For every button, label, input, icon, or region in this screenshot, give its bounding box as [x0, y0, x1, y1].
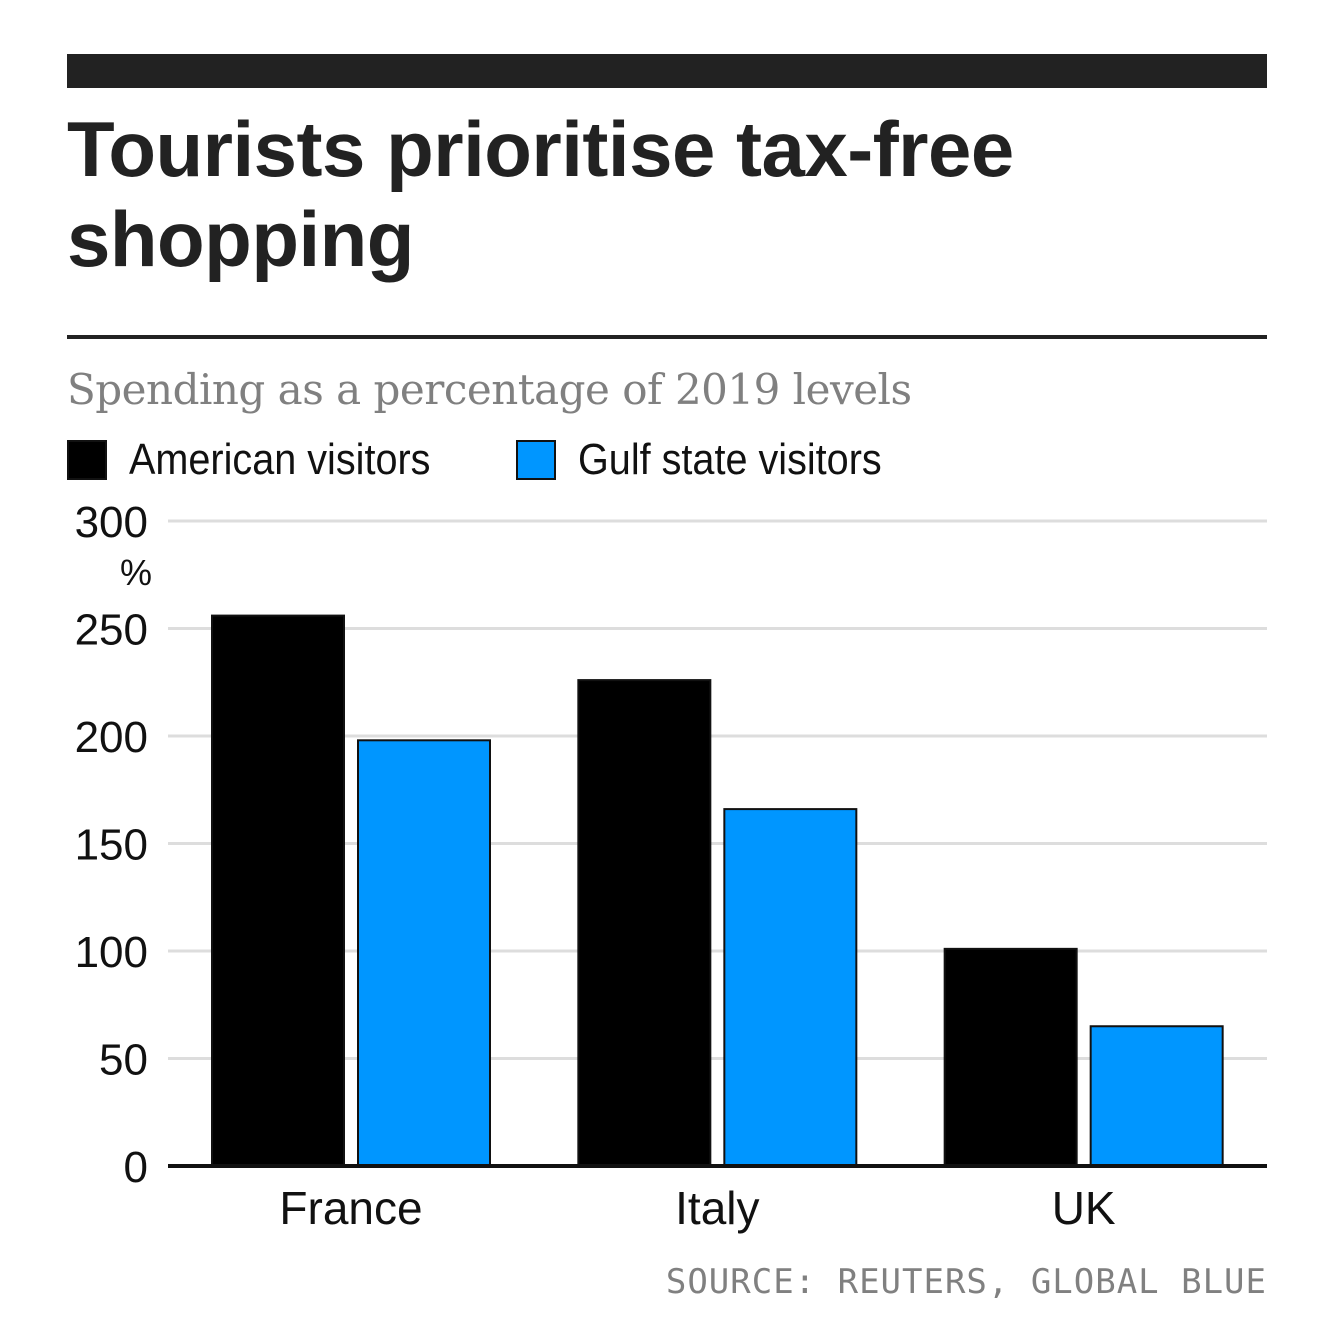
y-tick-label: 250	[75, 606, 148, 655]
bar-american-uk	[943, 947, 1078, 1167]
chart-subtitle: Spending as a percentage of 2019 levels	[67, 365, 912, 414]
bar-gulf-uk	[1089, 1025, 1224, 1167]
legend-item-gulf: Gulf state visitors	[515, 435, 915, 485]
title-rule	[67, 335, 1267, 339]
bar-american-italy	[577, 679, 712, 1167]
header-bar	[67, 54, 1267, 88]
y-unit-label: %	[120, 552, 152, 593]
bar-gulf-italy	[723, 808, 858, 1167]
x-tick-label: UK	[1052, 1182, 1116, 1234]
y-tick-label: 300	[75, 498, 148, 547]
legend: American visitors Gulf state visitors	[67, 432, 967, 488]
bar-gulf-france	[357, 739, 491, 1167]
y-tick-label: 100	[75, 928, 148, 977]
bar-american-france	[211, 614, 345, 1167]
legend-label-gulf: Gulf state visitors	[577, 435, 882, 484]
source-note: SOURCE: REUTERS, GLOBAL BLUE	[665, 1262, 1267, 1302]
legend-swatch-american	[67, 440, 107, 480]
y-tick-label: 200	[75, 713, 148, 762]
y-tick-label: 50	[99, 1036, 148, 1085]
legend-label-american: American visitors	[129, 435, 431, 484]
y-tick-label: 150	[75, 821, 148, 870]
legend-item-american: American visitors	[67, 435, 464, 485]
legend-swatch-gulf	[515, 440, 556, 480]
y-tick-label: 0	[124, 1143, 148, 1192]
x-tick-label: France	[279, 1182, 422, 1234]
x-tick-label: Italy	[675, 1182, 759, 1234]
chart-title: Tourists prioritise tax-free shopping	[67, 105, 1014, 283]
